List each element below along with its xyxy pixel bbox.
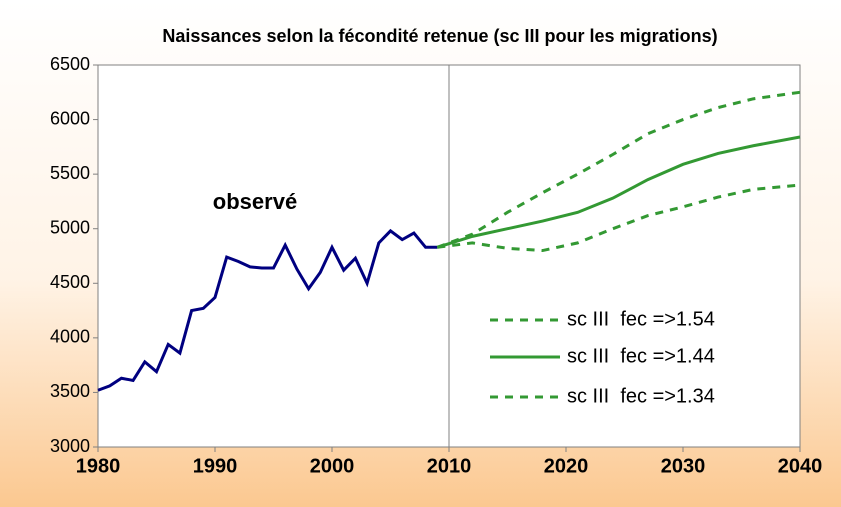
y-tick-label: 3500	[50, 381, 90, 401]
series-line	[436, 135, 801, 249]
y-tick-label: 5500	[50, 163, 90, 183]
x-tick-label: 2040	[778, 455, 823, 477]
x-tick-label: 1990	[193, 455, 238, 477]
x-tick-label: 2020	[544, 455, 589, 477]
x-tick-label: 1980	[76, 455, 121, 477]
y-tick-label: 4500	[50, 272, 90, 292]
legend-label: sc III fec =>1.54	[567, 308, 715, 330]
x-tick-label: 2000	[310, 455, 355, 477]
annotation: observé	[213, 189, 297, 214]
legend-label: sc III fec =>1.34	[567, 385, 715, 407]
x-tick-label: 2030	[661, 455, 706, 477]
y-tick-label: 6000	[50, 108, 90, 128]
series-line	[97, 228, 438, 392]
chart-title: Naissances selon la fécondité retenue (s…	[162, 26, 717, 46]
series-line	[437, 183, 801, 253]
y-tick-label: 3000	[50, 436, 90, 456]
y-tick-label: 5000	[50, 217, 90, 237]
series-line	[436, 90, 801, 249]
legend-label: sc III fec =>1.44	[567, 345, 715, 367]
y-tick-label: 4000	[50, 327, 90, 347]
x-tick-label: 2010	[427, 455, 472, 477]
y-tick-label: 6500	[50, 54, 90, 74]
